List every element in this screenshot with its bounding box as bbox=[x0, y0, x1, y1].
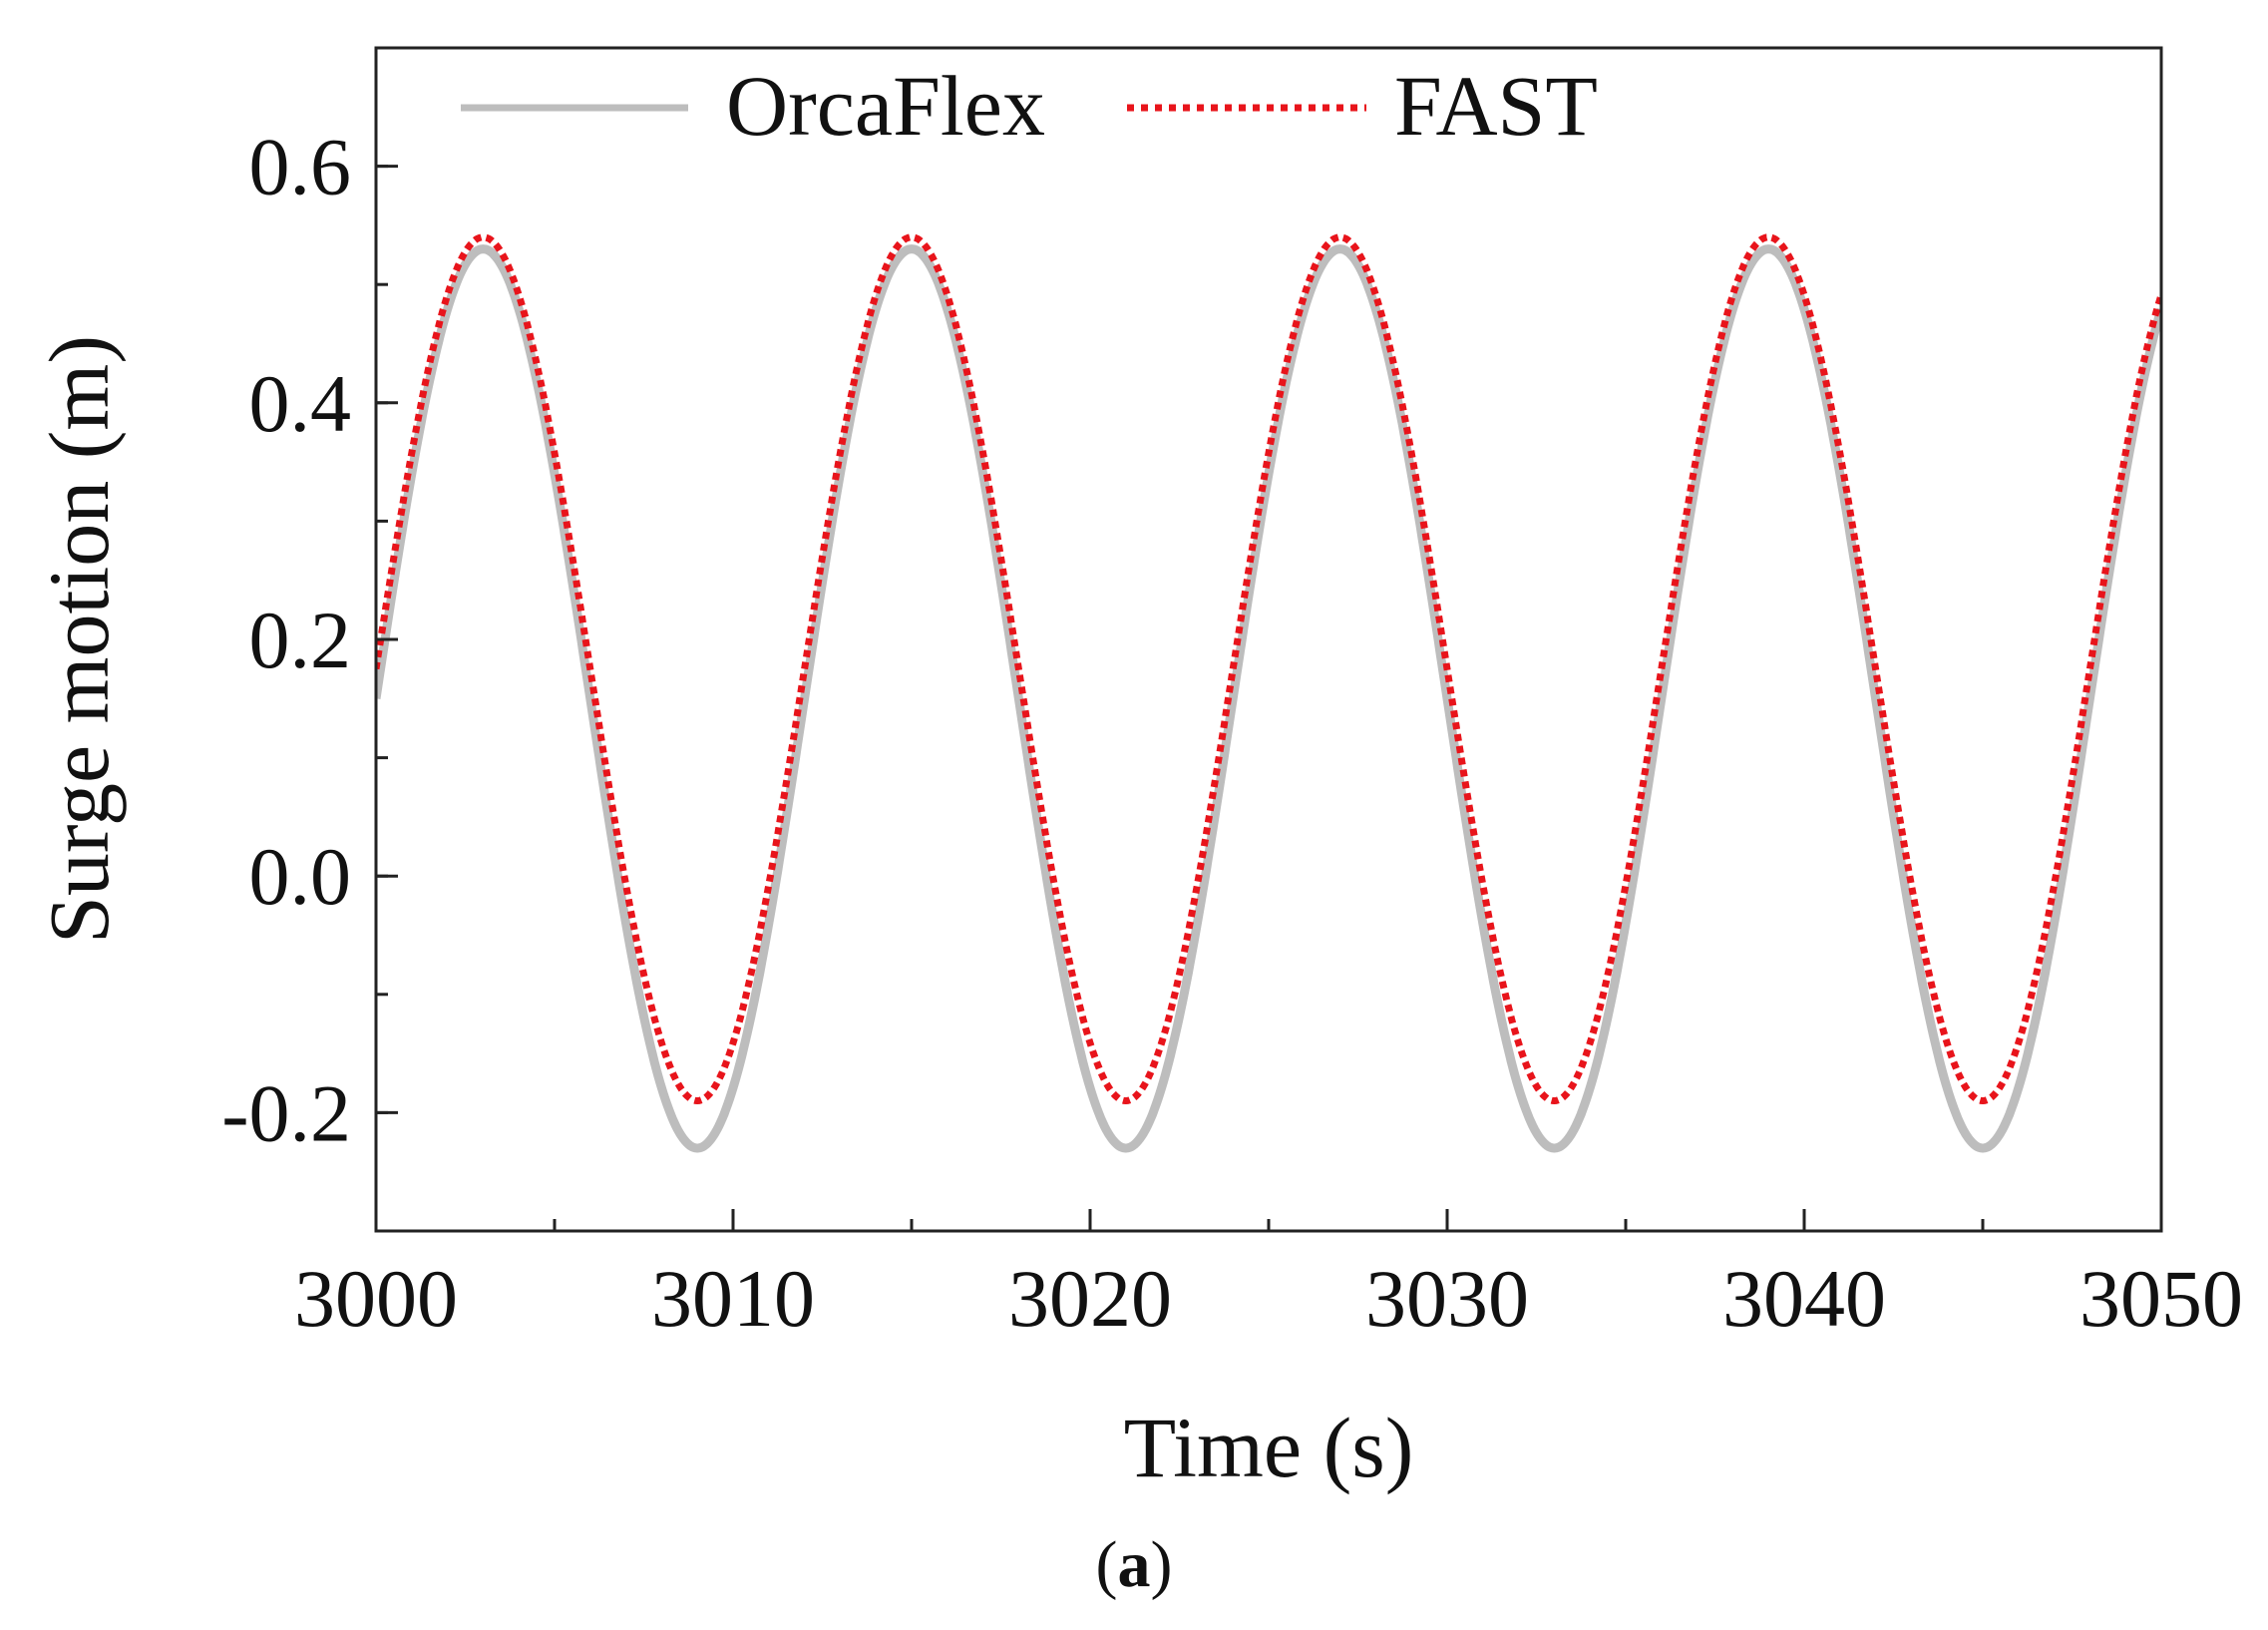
y-tick-label: 0.4 bbox=[249, 358, 352, 449]
y-tick-label: 0.2 bbox=[249, 595, 352, 685]
figure-caption: (a) bbox=[1096, 1528, 1173, 1601]
legend-label-fast: FAST bbox=[1394, 58, 1598, 154]
series-line-fast bbox=[376, 233, 2161, 1104]
caption-close-paren: ) bbox=[1151, 1528, 1173, 1601]
series-line-orcaflex bbox=[376, 244, 2161, 1153]
ticks-layer: 3000 3010 3020 3030 3040 3050 -0.2 0.0 0.2 0.4 0.6 bbox=[221, 46, 2243, 1344]
y-tick-label: -0.2 bbox=[221, 1067, 351, 1158]
legend-label-orcaflex: OrcaFlex bbox=[726, 58, 1045, 154]
x-tick-label: 3020 bbox=[1008, 1253, 1172, 1344]
plot-area bbox=[376, 48, 2161, 1231]
caption-letter: a bbox=[1118, 1528, 1151, 1601]
x-tick-label: 3030 bbox=[1365, 1253, 1529, 1344]
caption-open-paren: ( bbox=[1096, 1528, 1118, 1601]
x-tick-label: 3010 bbox=[651, 1253, 815, 1344]
y-axis-label: Surge motion (m) bbox=[31, 335, 127, 944]
x-tick-label: 3040 bbox=[1722, 1253, 1886, 1344]
y-tick-label: 0.0 bbox=[249, 831, 352, 922]
legend: OrcaFlex FAST bbox=[461, 58, 1598, 154]
x-tick-label: 3000 bbox=[294, 1253, 458, 1344]
series-layer bbox=[376, 233, 2161, 1153]
x-axis-label: Time (s) bbox=[1124, 1400, 1414, 1495]
y-tick-label: 0.6 bbox=[249, 122, 352, 212]
x-tick-label: 3050 bbox=[2079, 1253, 2243, 1344]
